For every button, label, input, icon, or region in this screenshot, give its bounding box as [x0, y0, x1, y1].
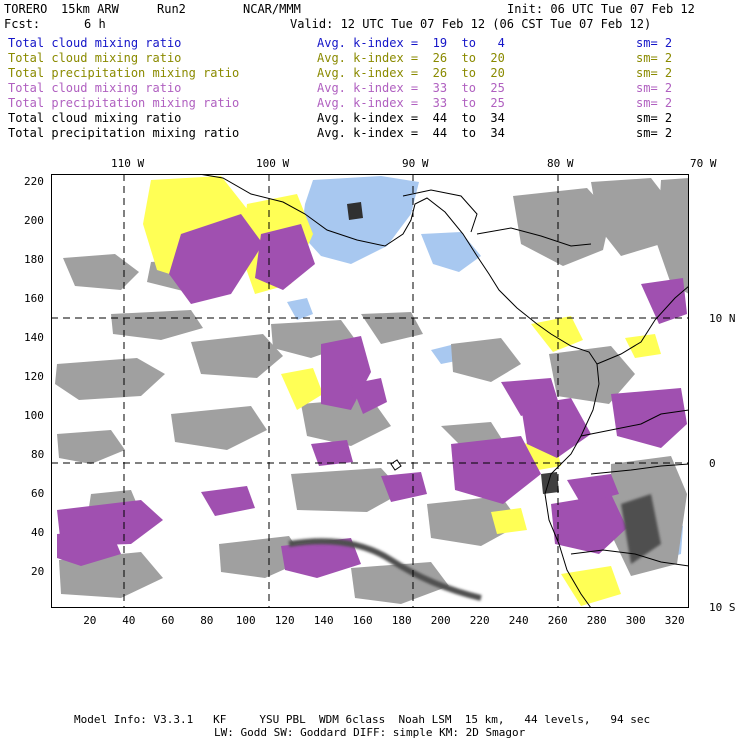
legend-variable: Total cloud mixing ratio — [8, 36, 182, 50]
legend-row: Total precipitation mixing ratio Avg. k-i… — [8, 126, 732, 141]
legend-kindex: Avg. k-index = 33 to 25 — [317, 96, 505, 110]
legend-variable: Total precipitation mixing ratio — [8, 96, 240, 110]
model-info: Model Info: V3.3.1 KF YSU PBL WDM 6class… — [74, 713, 651, 726]
map-frame — [51, 174, 689, 608]
y-tick-label: 80 — [31, 447, 45, 461]
legend-kindex: Avg. k-index = 19 to 4 — [317, 36, 505, 50]
legend-variable: Total cloud mixing ratio — [8, 111, 182, 125]
lon-label-80w: 80 W — [547, 157, 574, 170]
lat-lon-grid — [51, 174, 689, 608]
x-tick-label: 180 — [391, 614, 412, 627]
x-tick-label: 320 — [664, 614, 685, 627]
legend-variable: Total precipitation mixing ratio — [8, 126, 240, 140]
legend-variable: Total cloud mixing ratio — [8, 51, 182, 65]
legend-variable: Total cloud mixing ratio — [8, 81, 182, 95]
x-tick-label: 40 — [122, 614, 136, 627]
model-resolution: 15km ARW — [61, 2, 119, 16]
legend-kindex: Avg. k-index = 44 to 34 — [317, 111, 505, 125]
x-tick-label: 160 — [352, 614, 373, 627]
y-tick-label: 220 — [24, 174, 44, 188]
legend-smoothing: sm= 2 — [636, 126, 673, 140]
legend-smoothing: sm= 2 — [636, 81, 673, 95]
y-tick-label: 20 — [31, 564, 45, 578]
x-tick-label: 120 — [274, 614, 295, 627]
y-tick-label: 160 — [24, 291, 44, 305]
x-tick-label: 200 — [430, 614, 451, 627]
x-tick-label: 300 — [625, 614, 646, 627]
legend-row: Total cloud mixing ratio Avg. k-index = 1… — [8, 36, 732, 51]
legend-row: Total cloud mixing ratio Avg. k-index = 2… — [8, 51, 732, 66]
model-name: TORERO — [4, 2, 48, 16]
legend-smoothing: sm= 2 — [636, 111, 673, 125]
lat-label-10s: 10 S — [709, 601, 736, 614]
cloud-field-purple — [57, 214, 687, 578]
y-tick-label: 120 — [24, 369, 44, 383]
y-tick-label: 180 — [24, 252, 44, 266]
legend-smoothing: sm= 2 — [636, 66, 673, 80]
lon-label-70w: 70 W — [690, 157, 717, 170]
y-tick-label: 40 — [31, 525, 45, 539]
x-tick-label: 20 — [83, 614, 97, 627]
legend-kindex: Avg. k-index = 26 to 20 — [317, 51, 505, 65]
x-tick-label: 220 — [469, 614, 490, 627]
lat-label-0: 0 — [709, 457, 716, 470]
legend-row: Total cloud mixing ratio Avg. k-index = 3… — [8, 81, 732, 96]
x-tick-label: 240 — [508, 614, 529, 627]
legend-kindex: Avg. k-index = 33 to 25 — [317, 81, 505, 95]
model-org: NCAR/MMM — [243, 2, 301, 16]
x-tick-label: 80 — [200, 614, 214, 627]
init-time: Init: 06 UTC Tue 07 Feb 12 — [507, 2, 695, 16]
legend-kindex: Avg. k-index = 44 to 34 — [317, 126, 505, 140]
coastlines — [198, 174, 689, 608]
legend-variable: Total precipitation mixing ratio — [8, 66, 240, 80]
lon-label-110w: 110 W — [111, 157, 145, 170]
legend-smoothing: sm= 2 — [636, 36, 673, 50]
x-tick-label: 140 — [313, 614, 334, 627]
legend-row: Total precipitation mixing ratio Avg. k-i… — [8, 96, 732, 111]
model-run: Run2 — [157, 2, 186, 16]
valid-time: Valid: 12 UTC Tue 07 Feb 12 (06 CST Tue … — [290, 17, 652, 31]
y-tick-label: 200 — [24, 213, 44, 227]
forecast-label: Fcst: — [4, 17, 41, 31]
lon-label-90w: 90 W — [402, 157, 429, 170]
x-tick-label: 100 — [235, 614, 256, 627]
legend-smoothing: sm= 2 — [636, 51, 673, 65]
cloud-field-dark — [288, 202, 661, 601]
legend-smoothing: sm= 2 — [636, 96, 673, 110]
weather-map — [51, 174, 689, 608]
legend-row: Total precipitation mixing ratio Avg. k-i… — [8, 66, 732, 81]
forecast-value: 6 h — [84, 17, 106, 31]
y-tick-label: 60 — [31, 486, 45, 500]
x-tick-label: 280 — [586, 614, 607, 627]
lat-label-10n: 10 N — [709, 312, 736, 325]
legend-row: Total cloud mixing ratio Avg. k-index = 4… — [8, 111, 732, 126]
y-tick-label: 140 — [24, 330, 44, 344]
physics-info: LW: Godd SW: Goddard DIFF: simple KM: 2D… — [214, 726, 526, 739]
cloud-fields — [55, 176, 689, 606]
y-tick-label: 100 — [24, 408, 44, 422]
legend-kindex: Avg. k-index = 26 to 20 — [317, 66, 505, 80]
lon-label-100w: 100 W — [256, 157, 290, 170]
x-tick-label: 60 — [161, 614, 175, 627]
x-tick-label: 260 — [547, 614, 568, 627]
